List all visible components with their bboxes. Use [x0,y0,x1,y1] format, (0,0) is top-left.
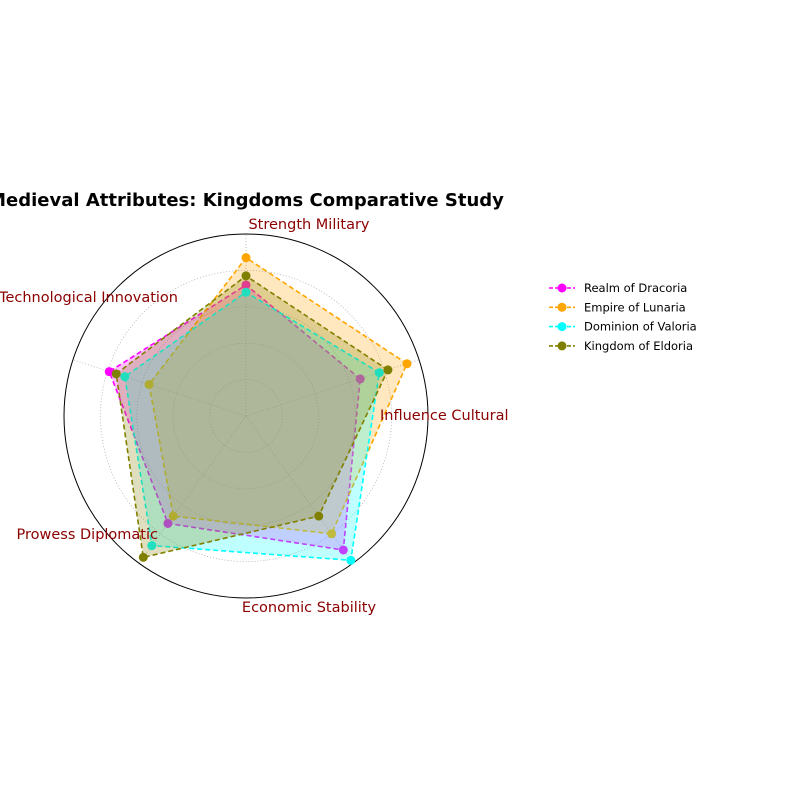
spoke-3 [72,359,247,417]
series-1-point-3 [104,367,114,377]
series-1-fill [109,285,361,550]
axis-label-2: Strength Military [248,217,369,233]
series-1-point-5 [338,545,348,555]
legend: Realm of Dracoria Empire of Lunaria Domini… [549,281,697,353]
series-4-line [115,274,389,559]
spoke-4 [138,415,247,564]
series-2-point-1 [402,359,412,369]
series-3-point-2 [241,287,251,297]
chart-title: Medieval Attributes: Kingdoms Comparativ… [0,190,504,211]
axis-labels: Influence Cultural Strength Military Techn… [0,217,509,616]
series-4-point-2 [241,271,251,281]
series-4-fill [116,275,388,558]
series-3-line [123,291,381,562]
series-2-line [148,256,409,535]
series-1-point-4 [163,518,173,528]
legend-label-4: Kingdom of Eldoria [584,339,693,353]
series-2-point-3 [144,380,154,390]
series-1-line [108,284,362,551]
series-3-fill [124,292,380,561]
legend-label-1: Realm of Dracoria [584,281,687,295]
legend-marker-4 [557,341,567,351]
series-4-point-1 [383,365,393,375]
series-layer [104,253,412,565]
outer-ring [63,233,429,599]
legend-marker-1 [557,283,567,293]
radar-grid [63,233,429,599]
spoke-5 [245,415,354,564]
series-2-point-5 [327,529,337,539]
spoke-1 [245,359,420,417]
series-3-point-1 [374,368,384,378]
axis-label-5: Economic Stability [242,600,377,616]
series-3-point-5 [346,555,356,565]
legend-label-2: Empire of Lunaria [584,300,686,314]
series-4-point-3 [111,369,121,379]
legend-marker-3 [557,322,567,332]
series-2-point-4 [168,511,178,521]
series-4-point-5 [314,511,324,521]
series-3-point-4 [147,541,157,551]
series-2-point-2 [241,253,251,263]
series-3-point-3 [120,372,130,382]
legend-marker-2 [557,302,567,312]
legend-label-3: Dominion of Valoria [584,320,697,334]
series-1-point-1 [355,374,365,384]
axis-label-1: Influence Cultural [380,408,509,424]
axis-label-3: Technological Innovation [0,290,178,306]
grid-ring-3 [136,306,356,526]
grid-ring-4 [99,269,393,563]
series-1-point-2 [241,280,251,290]
series-4-point-4 [138,552,148,562]
axis-label-4: Prowess Diplomatic [17,527,159,543]
